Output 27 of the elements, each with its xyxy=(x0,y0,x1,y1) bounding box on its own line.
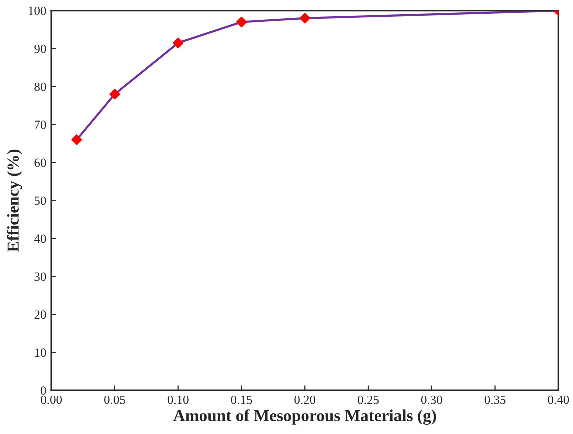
y-tick-label: 90 xyxy=(34,44,46,54)
point xyxy=(300,13,310,24)
point xyxy=(72,134,82,146)
x-tick-label: 0.20 xyxy=(294,396,316,404)
x-tick-label: 0.00 xyxy=(41,396,62,404)
y-tick-label: 50 xyxy=(34,196,46,206)
y-tick-label: 10 xyxy=(35,348,46,358)
y-tick-label: 70 xyxy=(35,120,46,130)
x-tick-label: 0.15 xyxy=(231,396,252,404)
x-tick-label: 0.10 xyxy=(168,396,189,404)
y-tick-label: 0 xyxy=(40,386,46,396)
x-tick-label: 0.35 xyxy=(484,396,506,404)
x-tick-label: 0.25 xyxy=(358,396,379,404)
point xyxy=(110,89,120,100)
y-tick-label: 20 xyxy=(34,310,46,320)
y-tick-label: 40 xyxy=(34,234,46,244)
y-tick-label: 80 xyxy=(34,82,46,92)
x-tick-label: 0.40 xyxy=(548,396,570,404)
y-tick-label: 30 xyxy=(34,272,46,282)
x-tick-label: 0.05 xyxy=(104,396,126,404)
y-tick-label: 100 xyxy=(29,6,46,16)
point xyxy=(173,38,184,48)
y-axis-title: Efficiency (%) xyxy=(7,150,22,252)
x-axis-title: Amount of Mesoporous Materials (g) xyxy=(174,410,436,425)
y-tick-label: 60 xyxy=(34,158,46,168)
point xyxy=(236,16,248,28)
x-tick-label: 0.30 xyxy=(421,396,442,404)
